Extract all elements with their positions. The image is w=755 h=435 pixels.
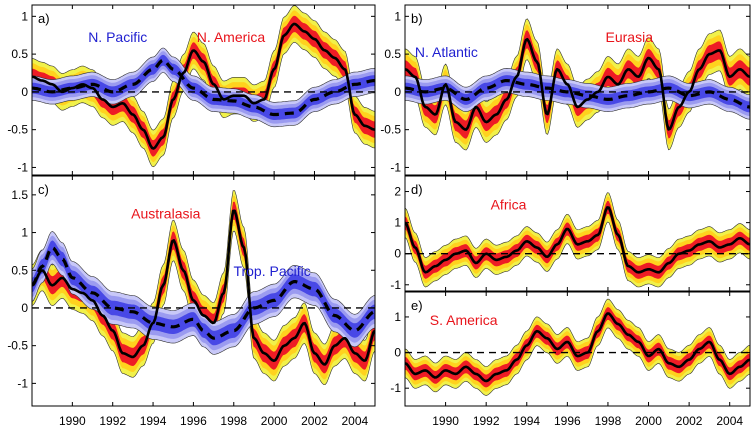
region-label-trop-pacific: Trop. Pacific xyxy=(233,263,310,279)
panel-d xyxy=(405,192,750,288)
ytick-label-b-3: 0.5 xyxy=(384,47,401,61)
axes-frame-e xyxy=(404,291,751,407)
xtick-label-e-6: 2002 xyxy=(676,414,703,428)
xtick-label-c-5: 2000 xyxy=(261,414,288,428)
panel-c xyxy=(32,190,375,386)
panel-e xyxy=(405,298,750,396)
series-line-c-australasia xyxy=(32,209,375,366)
xtick-label-c-1: 1992 xyxy=(99,414,126,428)
series-line-b-eurasia xyxy=(405,37,750,131)
xtick-label-e-1: 1992 xyxy=(473,414,500,428)
ytick-label-c-3: 0.5 xyxy=(11,263,28,277)
xtick-label-c-4: 1998 xyxy=(220,414,247,428)
ytick-label-a-3: 0.5 xyxy=(11,47,28,61)
uncertainty-band-a-0-0 xyxy=(32,5,375,168)
xtick-label-e-2: 1994 xyxy=(513,414,540,428)
xtick-label-c-0: 1990 xyxy=(59,414,86,428)
ytick-label-a-0: -1 xyxy=(17,160,28,174)
series-line-d-africa xyxy=(405,206,750,274)
xtick-label-e-3: 1996 xyxy=(554,414,581,428)
ytick-label-c-1: -0.5 xyxy=(7,339,28,353)
panel-d-frame: -1 0 1 2 d) Africa xyxy=(390,175,751,292)
uncertainty-band-e-0-2 xyxy=(405,307,750,388)
uncertainty-band-c-1-2 xyxy=(32,240,375,346)
ytick-label-a-2: 0 xyxy=(21,85,28,99)
xtick-label-c-3: 1996 xyxy=(180,414,207,428)
ytick-label-b-4: 1 xyxy=(394,9,401,23)
axes-frame-c xyxy=(31,175,376,407)
ytick-label-c-5: 1.5 xyxy=(11,188,28,202)
panel-label-d: d) xyxy=(411,182,423,197)
panel-e-frame: -1 0 1 1990 1992 1994 1996 1998 2000 2002 2004 e) S.… xyxy=(390,291,751,428)
panel-b xyxy=(405,18,750,151)
ytick-label-e-2: 1 xyxy=(394,310,401,324)
panel-label-e: e) xyxy=(411,298,423,313)
ytick-label-d-2: 1 xyxy=(394,216,401,230)
ytick-label-b-2: 0 xyxy=(394,85,401,99)
xtick-label-c-7: 2004 xyxy=(341,414,368,428)
ytick-label-c-0: -1 xyxy=(17,376,28,390)
ytick-label-a-4: 1 xyxy=(21,9,28,23)
xtick-label-e-0: 1990 xyxy=(432,414,459,428)
ytick-label-b-1: -0.5 xyxy=(380,123,401,137)
region-label-australasia: Australasia xyxy=(131,206,200,222)
axes-frame-d xyxy=(404,175,751,292)
panel-label-a: a) xyxy=(38,11,50,26)
xtick-label-c-6: 2002 xyxy=(301,414,328,428)
uncertainty-band-d-0-2 xyxy=(405,200,750,279)
axes-frame-a xyxy=(31,4,376,176)
series-line-a-n-america xyxy=(32,22,375,150)
xtick-label-e-4: 1998 xyxy=(595,414,622,428)
uncertainty-band-c-1-0 xyxy=(32,231,375,355)
uncertainty-band-b-0-2 xyxy=(405,30,750,139)
series-line-a-n-pacific xyxy=(32,58,375,117)
ytick-label-c-2: 0 xyxy=(21,301,28,315)
panel-label-c: c) xyxy=(38,182,49,197)
series-line-e-s-america xyxy=(405,312,750,383)
xtick-label-c-2: 1994 xyxy=(140,414,167,428)
uncertainty-band-a-1-1 xyxy=(32,51,375,124)
xtick-label-e-5: 2000 xyxy=(635,414,662,428)
ytick-label-d-3: 2 xyxy=(394,185,401,199)
uncertainty-band-e-0-1 xyxy=(405,302,750,392)
panel-a-frame: -1 -0.5 0 0.5 1 a) N. Pacific N. America xyxy=(7,4,376,176)
region-label-s-america: S. America xyxy=(430,312,498,328)
region-label-n-america: N. America xyxy=(197,29,266,45)
ytick-label-a-1: -0.5 xyxy=(7,123,28,137)
panel-a xyxy=(32,5,375,168)
ytick-label-e-1: 0 xyxy=(394,346,401,360)
panel-label-b: b) xyxy=(411,11,423,26)
ytick-label-e-0: -1 xyxy=(390,381,401,395)
region-label-africa: Africa xyxy=(491,196,527,212)
axes-frame-b xyxy=(404,4,751,176)
uncertainty-band-a-1-2 xyxy=(32,54,375,121)
ytick-label-d-0: -1 xyxy=(390,278,401,292)
series-line-c-trop-pacific xyxy=(32,246,375,340)
xtick-label-e-7: 2004 xyxy=(716,414,743,428)
ytick-label-d-1: 0 xyxy=(394,247,401,261)
region-label-eurasia: Eurasia xyxy=(606,29,654,45)
region-label-n-pacific: N. Pacific xyxy=(88,29,147,45)
region-label-n-atlantic: N. Atlantic xyxy=(415,44,478,60)
panel-c-frame: -1 -0.5 0 0.5 1 1.5 1990 1992 1994 1996 1998 2000 20… xyxy=(7,175,376,428)
ytick-label-c-4: 1 xyxy=(21,226,28,240)
series-line-b-n-atlantic xyxy=(405,79,750,109)
ytick-label-b-0: -1 xyxy=(390,160,401,174)
panel-b-frame: -1 -0.5 0 0.5 1 b) N. Atlantic Eurasia xyxy=(380,4,751,176)
